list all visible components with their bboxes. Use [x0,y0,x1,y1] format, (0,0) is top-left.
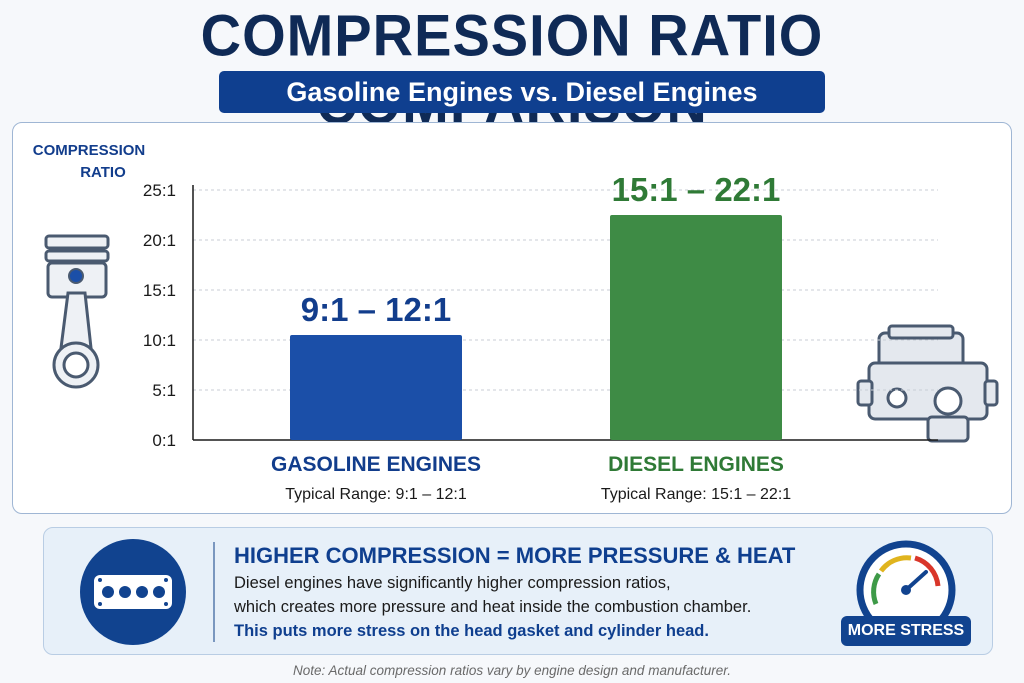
info-text-line-1: Diesel engines have significantly higher… [234,574,671,592]
data-label-1: 9:1 – 12:1 [301,291,451,328]
y-tick-label: 0:1 [152,431,176,450]
head-gasket-icon [80,539,186,645]
bar-chart: COMPRESSION RATIO 0:1 5:1 10:1 15:1 20:1 25:1 9:… [33,142,999,503]
info-text-line-2: which creates more pressure and heat ins… [234,598,752,616]
pressure-gauge-icon [856,540,956,640]
engine-block-icon [856,324,999,443]
footnote: Note: Actual compression ratios vary by … [293,663,731,678]
bar-1 [290,335,462,440]
y-tick-label: 5:1 [152,381,176,400]
page-title: COMPRESSION RATIO COMPARISON [200,1,824,136]
divider [213,542,215,642]
y-tick-label: 20:1 [143,231,176,250]
y-tick-label: 25:1 [143,181,176,200]
info-text-line-3: This puts more stress on the head gasket… [234,622,709,640]
y-axis-title-line-1: COMPRESSION [33,142,146,159]
info-panel: HIGHER COMPRESSION = MORE PRESSURE & HEA… [43,527,993,655]
category-label-1: GASOLINE ENGINES [271,453,481,476]
bar-2 [610,215,782,440]
y-tick-label: 10:1 [143,331,176,350]
y-axis-title-line-2: RATIO [80,164,126,181]
data-label-2: 15:1 – 22:1 [612,171,781,208]
category-sublabel-1: Typical Range: 9:1 – 12:1 [285,486,467,503]
more-stress-badge: MORE STRESS [841,616,971,646]
category-label-2: DIESEL ENGINES [608,453,784,476]
chart-panel: COMPRESSION RATIO 0:1 5:1 10:1 15:1 20:1 25:1 9:… [12,122,1012,514]
piston-icon [44,234,110,389]
y-tick-label: 15:1 [143,281,176,300]
category-sublabel-2: Typical Range: 15:1 – 22:1 [601,486,791,503]
info-heading: HIGHER COMPRESSION = MORE PRESSURE & HEA… [234,543,796,568]
page-subtitle: Gasoline Engines vs. Diesel Engines [219,71,825,113]
